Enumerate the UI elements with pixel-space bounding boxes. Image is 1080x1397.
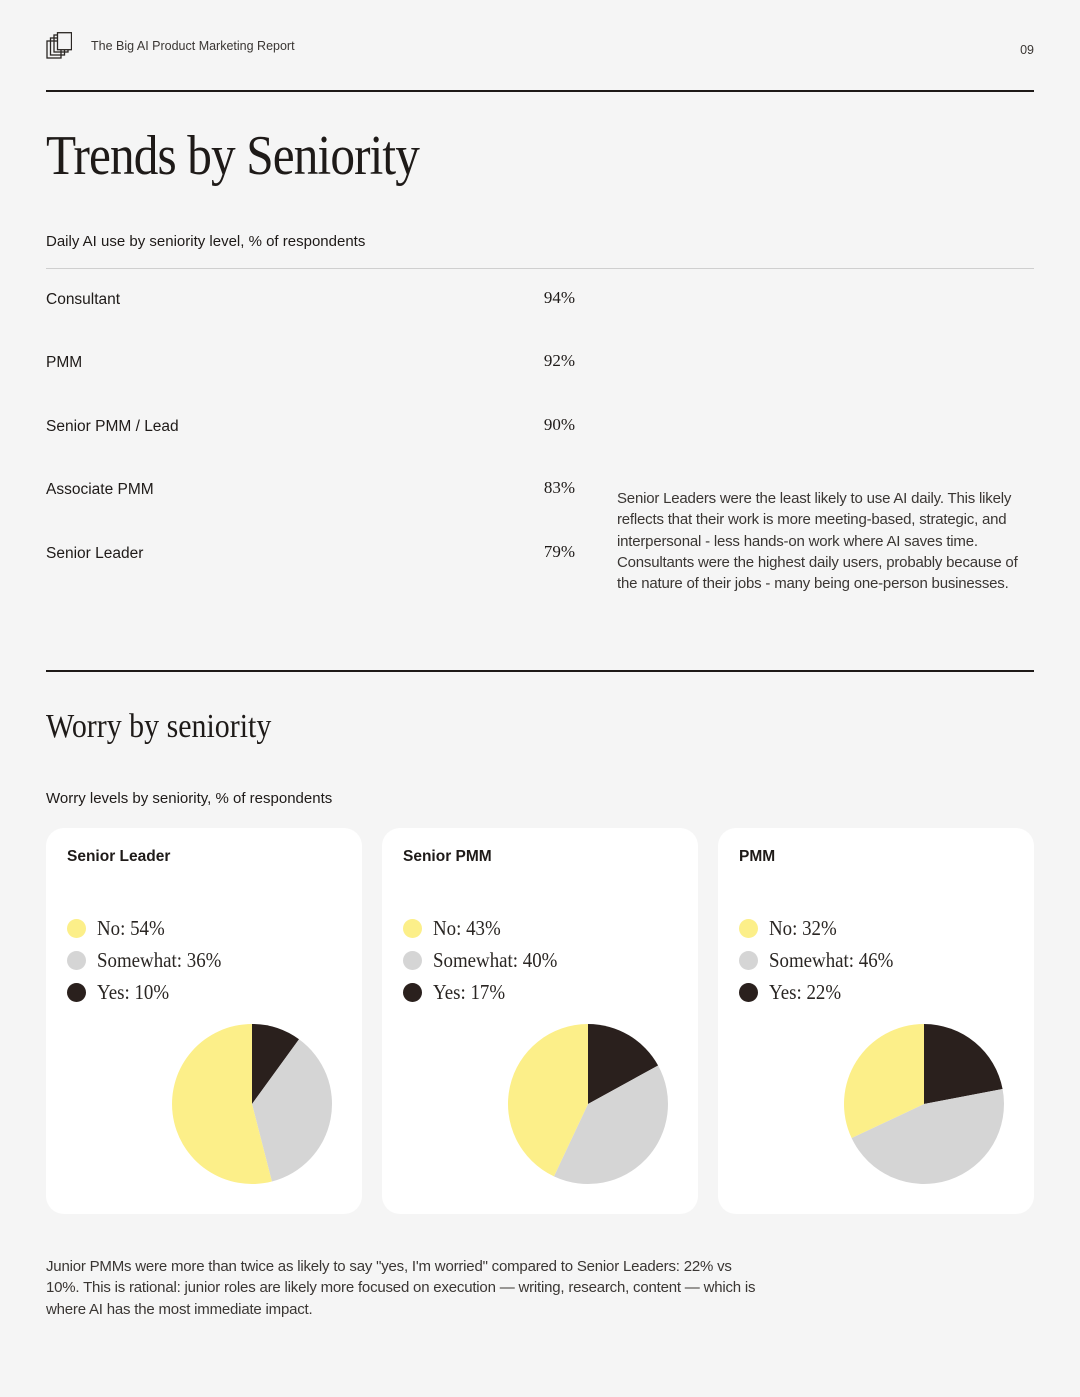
row-label-senior-pmm: Senior PMM / Lead (46, 418, 179, 435)
legend-item-no: No: 54% (67, 912, 235, 944)
pie-slice-no (507, 1024, 588, 1177)
chart-legend: No: 43% Somewhat: 40% Yes: 17% (403, 912, 571, 1008)
legend-item-somewhat: Somewhat: 40% (403, 944, 571, 976)
legend-label-somewhat: Somewhat: 46% (769, 947, 894, 972)
pie-slice-somewhat (252, 1039, 333, 1182)
chart-title: Senior PMM (403, 848, 492, 865)
legend-label-yes: Yes: 17% (433, 979, 506, 1004)
chart-title: Senior Leader (67, 848, 171, 865)
legend-item-yes: Yes: 22% (739, 976, 907, 1008)
legend-dot-yes (739, 982, 758, 1002)
pie-slice-no (843, 1024, 924, 1139)
section-divider (46, 670, 1034, 672)
header-divider (46, 90, 1034, 92)
section-title: Worry by seniority (46, 708, 272, 745)
worry-subtitle: Worry levels by seniority, % of responde… (46, 790, 333, 807)
chart-card-senior-pmm: Senior PMM No: 43% Somewhat: 40% Yes: 17… (382, 828, 698, 1214)
stacked-pages-icon (46, 32, 72, 59)
legend-dot-no (403, 918, 422, 938)
legend-item-no: No: 43% (403, 912, 571, 944)
legend-item-somewhat: Somewhat: 46% (739, 944, 907, 976)
chart-legend: No: 54% Somewhat: 36% Yes: 10% (67, 912, 235, 1008)
legend-dot-yes (403, 982, 422, 1002)
legend-dot-somewhat (403, 950, 422, 970)
page-title: Trends by Seniority (46, 125, 420, 187)
legend-dot-somewhat (739, 950, 758, 970)
legend-label-no: No: 54% (97, 915, 165, 940)
chart-card-senior-leader: Senior Leader No: 54% Somewhat: 36% Yes:… (46, 828, 362, 1214)
legend-dot-no (67, 918, 86, 938)
row-label-associate-pmm: Associate PMM (46, 481, 154, 498)
legend-label-somewhat: Somewhat: 40% (433, 947, 558, 972)
pie-chart (843, 1024, 1004, 1184)
row-value-senior-pmm: 90% (543, 415, 575, 434)
trends-divider (46, 268, 1034, 269)
legend-label-yes: Yes: 10% (97, 979, 170, 1004)
pie-slice-yes (252, 1024, 300, 1104)
pie-slice-yes (924, 1024, 1003, 1104)
trends-insight: Senior Leaders were the least likely to … (617, 490, 1018, 593)
page-number: 09 (1020, 43, 1034, 57)
pie-slice-somewhat (851, 1089, 1004, 1184)
legend-item-somewhat: Somewhat: 36% (67, 944, 235, 976)
pie-slice-somewhat (553, 1065, 668, 1185)
legend-dot-yes (67, 982, 86, 1002)
legend-label-no: No: 43% (433, 915, 501, 940)
trends-subtitle: Daily AI use by seniority level, % of re… (46, 233, 366, 250)
page-header: The Big AI Product Marketing Report 09 (46, 32, 1034, 62)
row-value-pmm: 92% (543, 351, 575, 370)
chart-title: PMM (739, 848, 776, 865)
row-label-pmm: PMM (46, 354, 83, 371)
row-value-senior-leader: 79% (543, 542, 575, 561)
row-value-associate-pmm: 83% (543, 478, 575, 497)
pie-slice-yes (588, 1024, 659, 1104)
legend-item-yes: Yes: 17% (403, 976, 571, 1008)
row-value-consultant: 94% (543, 288, 575, 307)
legend-dot-somewhat (67, 950, 86, 970)
pie-slice-no (172, 1024, 272, 1184)
report-title: The Big AI Product Marketing Report (91, 39, 295, 53)
legend-dot-no (739, 918, 758, 938)
pie-chart (507, 1024, 668, 1185)
row-label-consultant: Consultant (46, 291, 121, 308)
chart-legend: No: 32% Somewhat: 46% Yes: 22% (739, 912, 907, 1008)
row-label-senior-leader: Senior Leader (46, 545, 144, 562)
legend-label-yes: Yes: 22% (769, 979, 842, 1004)
legend-item-no: No: 32% (739, 912, 907, 944)
legend-label-somewhat: Somewhat: 36% (97, 947, 222, 972)
worry-footnote: Junior PMMs were more than twice as like… (46, 1258, 756, 1318)
legend-label-no: No: 32% (769, 915, 837, 940)
chart-card-pmm: PMM No: 32% Somewhat: 46% Yes: 22% (718, 828, 1034, 1214)
legend-item-yes: Yes: 10% (67, 976, 235, 1008)
pie-chart (172, 1024, 333, 1184)
